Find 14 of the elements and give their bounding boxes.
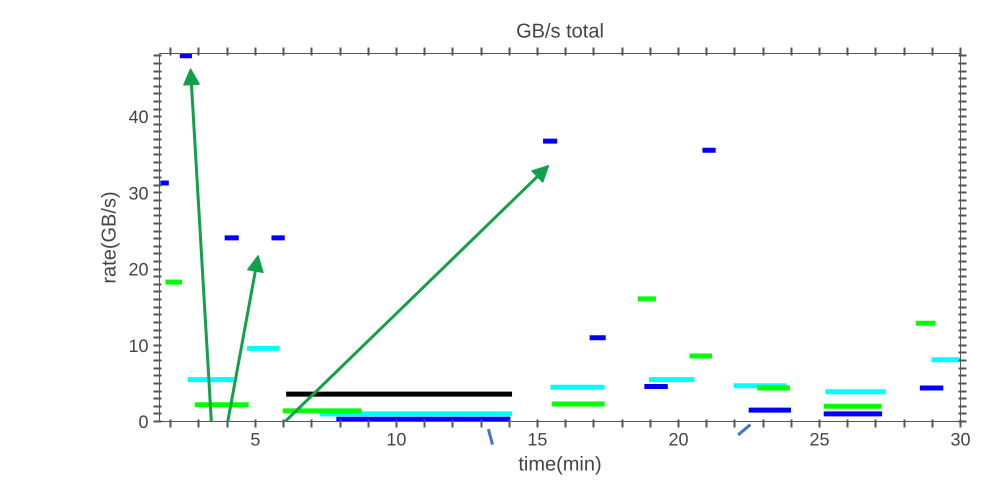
x-tick-label: 5	[250, 430, 260, 450]
x-tick-label: 15	[527, 430, 548, 450]
x-tick-label: 25	[809, 430, 830, 450]
chart-title: GB/s total	[516, 20, 604, 42]
y-axis-title: rate(GB/s)	[98, 191, 120, 284]
x-tick-label: 30	[950, 430, 971, 450]
y-tick-label: 0	[138, 412, 149, 432]
x-axis-title: time(min)	[518, 454, 602, 476]
x-tick-label: 20	[668, 430, 688, 450]
y-tick-label: 10	[128, 336, 149, 356]
y-tick-label: 20	[128, 260, 149, 280]
x-tick-label: 10	[386, 430, 406, 450]
y-tick-label: 40	[128, 107, 149, 128]
y-tick-label: 30	[128, 183, 149, 204]
